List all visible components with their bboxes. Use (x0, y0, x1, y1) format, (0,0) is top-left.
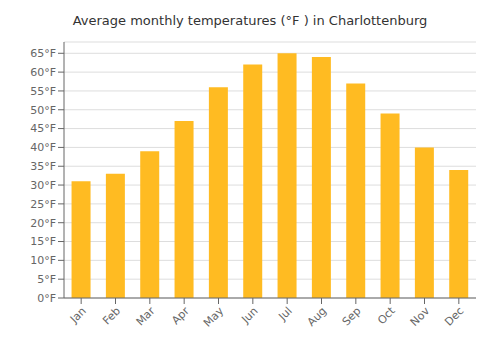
svg-text:May: May (201, 304, 227, 330)
svg-text:0°F: 0°F (37, 292, 56, 305)
svg-text:Jun: Jun (238, 304, 260, 326)
svg-text:5°F: 5°F (37, 273, 56, 286)
svg-text:40°F: 40°F (30, 141, 56, 154)
html-text:Average monthly temperatures (: Average monthly temperatures (°F ) in Ch… (72, 13, 428, 28)
svg-text:Jul: Jul (276, 304, 295, 323)
svg-text:Oct: Oct (375, 304, 398, 327)
svg-text:Mar: Mar (134, 304, 158, 328)
svg-text:20°F: 20°F (30, 217, 56, 230)
svg-text:55°F: 55°F (30, 85, 56, 98)
svg-text:Jan: Jan (67, 304, 89, 326)
svg-text:15°F: 15°F (30, 235, 56, 248)
svg-text:Nov: Nov (408, 304, 433, 329)
svg-text:60°F: 60°F (30, 66, 56, 79)
svg-text:35°F: 35°F (30, 160, 56, 173)
svg-text:65°F: 65°F (30, 47, 56, 60)
svg-text:Sep: Sep (340, 304, 364, 328)
svg-text:Feb: Feb (100, 304, 123, 327)
svg-text:Dec: Dec (442, 304, 466, 328)
svg-text:50°F: 50°F (30, 104, 56, 117)
svg-text:10°F: 10°F (30, 254, 56, 267)
svg-text:45°F: 45°F (30, 122, 56, 135)
svg-text:25°F: 25°F (30, 198, 56, 211)
svg-text:Apr: Apr (169, 304, 192, 327)
svg-text:Aug: Aug (305, 304, 329, 328)
svg-text:30°F: 30°F (30, 179, 56, 192)
